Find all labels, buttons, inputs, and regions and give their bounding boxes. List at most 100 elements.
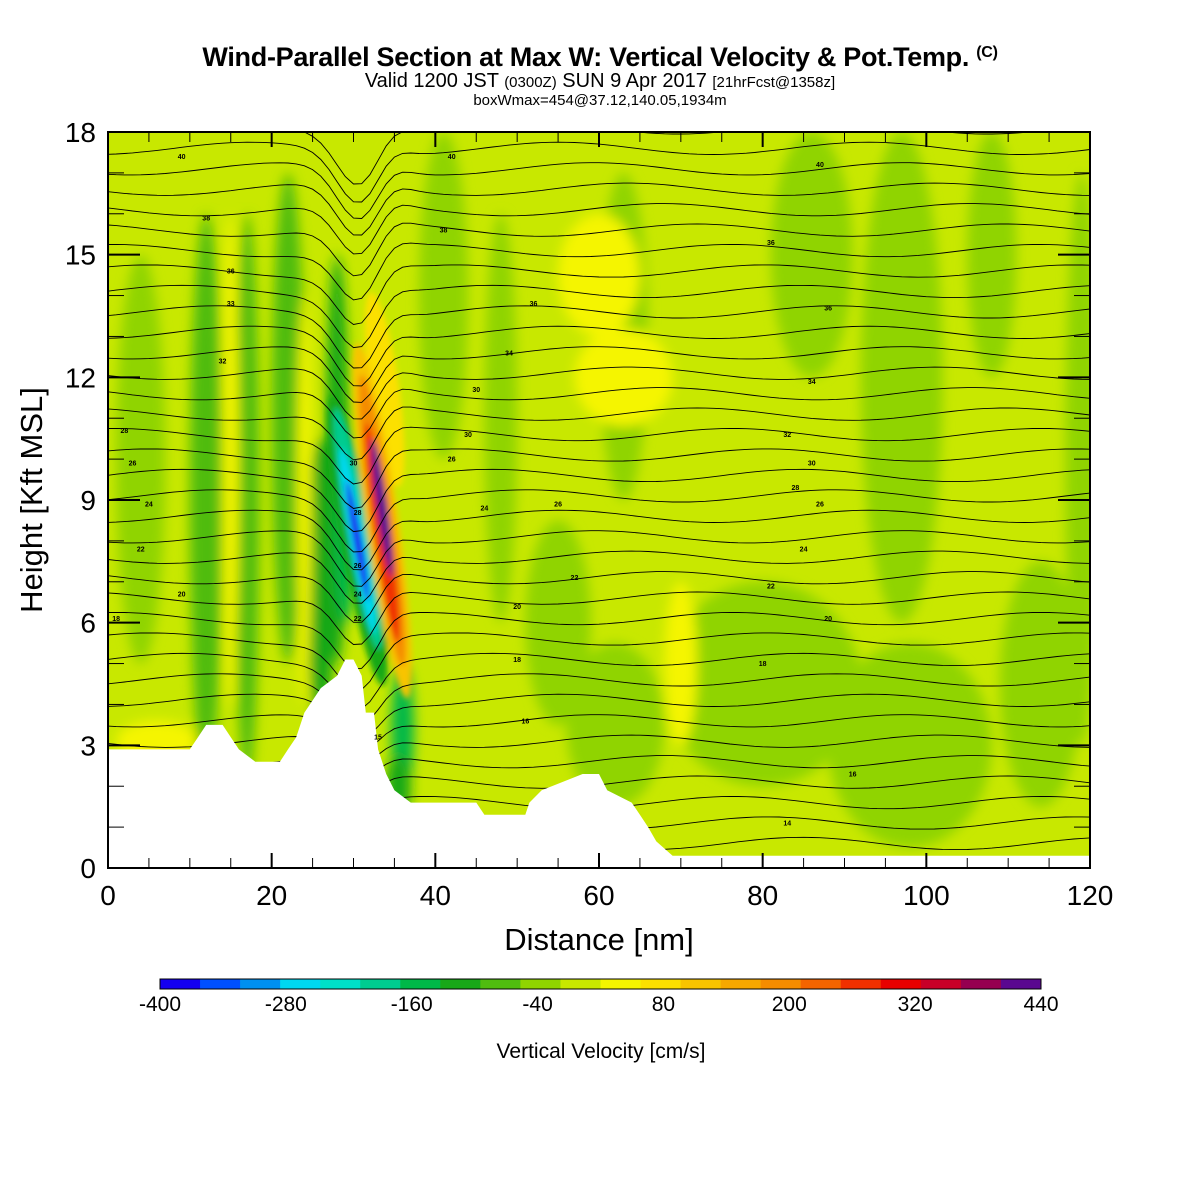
terrain-mask: [108, 659, 1090, 868]
theta-contour: [108, 426, 1090, 485]
theta-contour-label: 22: [767, 583, 775, 590]
theta-contour: [108, 162, 1090, 219]
theta-contour-label: 18: [513, 657, 521, 664]
theta-contour-label: 34: [808, 379, 816, 386]
theta-contour: [108, 346, 1090, 403]
x-tick-label: 120: [1067, 880, 1114, 911]
theta-contour-label: 24: [481, 506, 489, 513]
chart-subtitle: Valid 1200 JST (0300Z) SUN 9 Apr 2017 [2…: [0, 70, 1200, 93]
colorbar-swatch: [880, 979, 922, 989]
theta-contour-label: 24: [145, 502, 153, 509]
y-tick-label: 18: [65, 117, 96, 148]
colorbar-tick-label: 440: [1023, 993, 1058, 1016]
colorbar-swatch: [1000, 979, 1042, 989]
theta-contour-label: 32: [783, 432, 791, 439]
x-tick-label: 20: [256, 880, 287, 911]
theta-contour-label: 32: [219, 358, 227, 365]
valid-time: Valid 1200 JST: [364, 70, 499, 92]
theta-contour-label: 16: [521, 718, 529, 725]
theta-contour-label: 24: [354, 592, 362, 599]
colorbar-swatch: [320, 979, 361, 989]
theta-contour: [108, 652, 1090, 710]
updraft-core: [371, 439, 393, 578]
colorbar-swatch: [200, 979, 241, 989]
theta-contour: [108, 203, 1090, 255]
theta-contour: [108, 305, 1090, 369]
theta-contour: [108, 406, 1090, 461]
field-cell: [664, 581, 861, 787]
theta-contour-label: 36: [227, 269, 235, 276]
colorbar-swatch: [160, 979, 201, 989]
colorbar-swatch: [760, 979, 802, 989]
field-cell: [418, 132, 469, 460]
theta-contour: [108, 550, 1090, 604]
colorbar-swatch: [560, 979, 601, 989]
chart-title: Wind-Parallel Section at Max W: Vertical…: [0, 42, 1200, 73]
x-tick-label: 0: [100, 880, 116, 911]
colorbar-tick-label: 320: [898, 993, 933, 1016]
colorbar-swatch: [520, 979, 561, 989]
theta-contour: [108, 571, 1090, 623]
colorbar-swatch: [240, 979, 281, 989]
theta-contour-label: 28: [120, 428, 128, 435]
theta-contour-label: 24: [800, 547, 808, 554]
colorbar-tick-label: -40: [522, 993, 552, 1016]
theta-contour-label: 18: [759, 661, 767, 668]
theta-contour-label: 18: [112, 616, 120, 623]
colorbar-swatch: [800, 979, 842, 989]
theta-contour-label: 20: [513, 604, 521, 611]
field-cell: [271, 172, 305, 664]
colorbar-frame: [159, 978, 1042, 990]
theta-contour: [108, 182, 1090, 236]
updraft-core: [364, 292, 405, 487]
theta-contour-label: 40: [178, 154, 186, 161]
theta-contour: [108, 632, 1090, 691]
field-cell: [222, 213, 239, 705]
terrain: [108, 659, 1090, 868]
theta-contour-label: 20: [178, 592, 186, 599]
theta-contour-label: 40: [816, 162, 824, 169]
theta-contour-label: 30: [472, 387, 480, 394]
theta-contour-label: 26: [354, 563, 362, 570]
theta-contour-label: 22: [137, 547, 145, 554]
field-cell: [234, 213, 260, 787]
colorbar-swatch: [440, 979, 481, 989]
theta-contour-label: 26: [816, 502, 824, 509]
downdraft-core: [346, 480, 369, 602]
colorbar-swatch: [360, 979, 401, 989]
field-cell: [558, 213, 640, 337]
theta-contour-label: 30: [808, 461, 816, 468]
theta-contour-label: 34: [505, 350, 513, 357]
theta-contour: [108, 325, 1090, 387]
colorbar-swatch: [280, 979, 321, 989]
forecast-info: [21hrFcst@1358z]: [712, 74, 836, 91]
copyright-mark: (C): [976, 44, 998, 61]
theta-contour: [108, 468, 1090, 533]
y-tick-label: 9: [80, 485, 96, 516]
x-tick-label: 60: [583, 880, 614, 911]
theta-contour: [108, 673, 1090, 726]
theta-contour-label: 28: [792, 485, 800, 492]
colorbar-swatch: [840, 979, 882, 989]
theta-contour: [108, 264, 1090, 325]
x-tick-label: 40: [420, 880, 451, 911]
colorbar-tick-label: -160: [391, 993, 433, 1016]
theta-contour: [108, 734, 1090, 765]
theta-contour-label: 22: [571, 575, 579, 582]
x-tick-label: 80: [747, 880, 778, 911]
colorbar-swatch: [600, 979, 642, 989]
colorbar-tick-label: -280: [265, 993, 307, 1016]
theta-contour-label: 28: [354, 510, 362, 517]
theta-contour: [108, 242, 1090, 301]
theta-contour-label: 36: [824, 305, 832, 312]
theta-contour-label: 30: [464, 432, 472, 439]
x-tick-label: 100: [903, 880, 950, 911]
colorbar-swatch: [680, 979, 722, 989]
colorbar-title: Vertical Velocity [cm/s]: [497, 1040, 706, 1063]
theta-contour-label: 22: [354, 616, 362, 623]
colorbar-swatch: [960, 979, 1002, 989]
colorbar-swatch: [720, 979, 762, 989]
chart-title-main: Wind-Parallel Section at Max W: Vertical…: [202, 42, 970, 72]
